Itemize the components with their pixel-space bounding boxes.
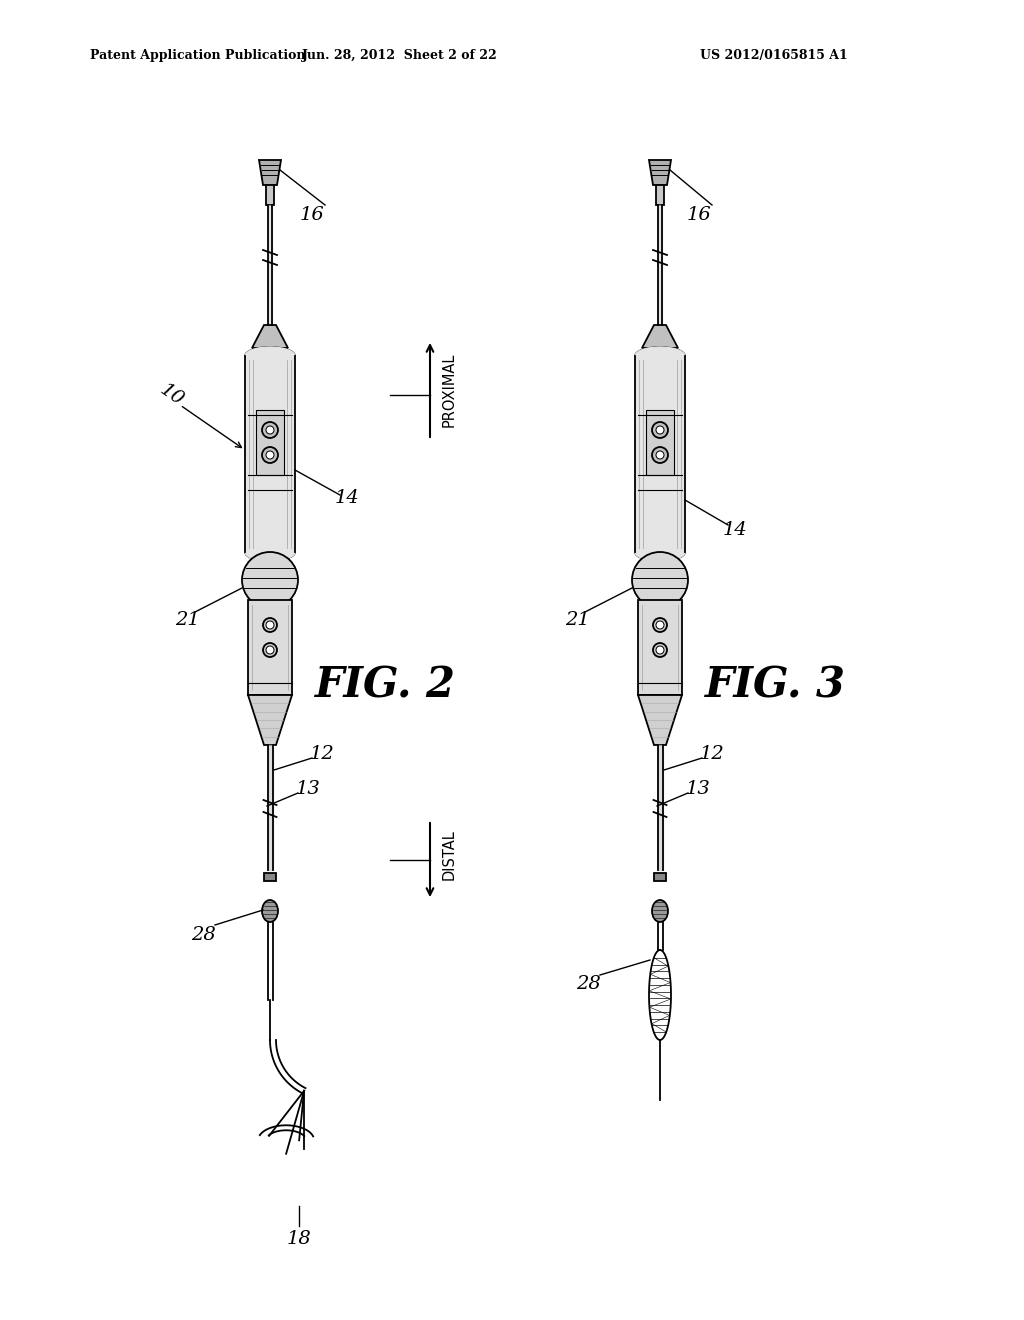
Polygon shape: [245, 356, 295, 552]
Circle shape: [652, 422, 668, 438]
Circle shape: [656, 451, 664, 459]
Text: 13: 13: [296, 780, 321, 799]
Circle shape: [242, 552, 298, 609]
Polygon shape: [259, 160, 281, 185]
Text: 10: 10: [157, 380, 187, 409]
Circle shape: [262, 422, 278, 438]
Text: 21: 21: [175, 611, 200, 630]
Circle shape: [652, 447, 668, 463]
Text: FIG. 2: FIG. 2: [314, 664, 456, 706]
Text: Patent Application Publication: Patent Application Publication: [90, 49, 305, 62]
Text: DISTAL: DISTAL: [442, 830, 457, 880]
Polygon shape: [248, 696, 292, 744]
Polygon shape: [264, 873, 276, 880]
Polygon shape: [654, 873, 666, 880]
Ellipse shape: [262, 900, 278, 921]
Circle shape: [632, 552, 688, 609]
Ellipse shape: [652, 900, 668, 921]
Polygon shape: [649, 160, 671, 185]
Polygon shape: [245, 552, 295, 561]
Circle shape: [263, 618, 278, 632]
Polygon shape: [646, 411, 674, 475]
Text: 12: 12: [699, 744, 724, 763]
Circle shape: [263, 643, 278, 657]
Text: PROXIMAL: PROXIMAL: [442, 352, 457, 428]
Circle shape: [656, 620, 664, 630]
Text: 14: 14: [335, 488, 359, 507]
Circle shape: [266, 645, 274, 653]
Text: 28: 28: [575, 975, 600, 993]
Text: 28: 28: [190, 927, 215, 944]
Circle shape: [656, 426, 664, 434]
Polygon shape: [248, 601, 292, 696]
Circle shape: [262, 447, 278, 463]
Polygon shape: [635, 356, 685, 552]
Polygon shape: [638, 696, 682, 744]
Circle shape: [266, 620, 274, 630]
Circle shape: [656, 645, 664, 653]
Text: FIG. 3: FIG. 3: [705, 664, 846, 706]
Text: US 2012/0165815 A1: US 2012/0165815 A1: [700, 49, 848, 62]
Polygon shape: [642, 325, 678, 348]
Circle shape: [266, 451, 274, 459]
Polygon shape: [638, 601, 682, 696]
Text: 14: 14: [723, 521, 748, 539]
Circle shape: [653, 643, 667, 657]
Polygon shape: [266, 185, 274, 205]
Text: 16: 16: [300, 206, 325, 224]
Text: 13: 13: [686, 780, 711, 799]
Text: Jun. 28, 2012  Sheet 2 of 22: Jun. 28, 2012 Sheet 2 of 22: [302, 49, 498, 62]
Polygon shape: [256, 411, 284, 475]
Polygon shape: [245, 347, 295, 356]
Polygon shape: [252, 325, 288, 348]
Circle shape: [653, 618, 667, 632]
Text: 12: 12: [309, 744, 335, 763]
Circle shape: [266, 426, 274, 434]
Text: 21: 21: [564, 611, 590, 630]
Polygon shape: [635, 347, 685, 356]
Text: 16: 16: [687, 206, 712, 224]
Polygon shape: [656, 185, 664, 205]
Text: 18: 18: [287, 1230, 311, 1247]
Polygon shape: [635, 552, 685, 561]
